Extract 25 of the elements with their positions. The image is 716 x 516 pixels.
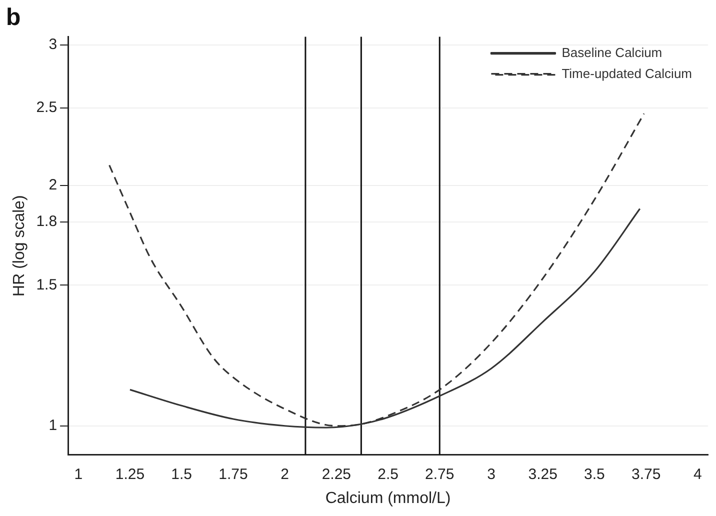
y-axis-title: HR (log scale) [11, 195, 28, 296]
x-tick-label: 2.75 [425, 466, 454, 483]
x-tick-label: 2 [280, 466, 289, 483]
x-tick-label: 2.5 [378, 466, 398, 483]
x-tick-label: 1.5 [171, 466, 192, 483]
x-tick-label: 1.75 [218, 466, 248, 483]
y-tick-label: 3 [48, 36, 58, 53]
x-tick-label: 3.75 [631, 466, 661, 483]
x-tick-label: 1 [74, 466, 83, 483]
legend-label: Baseline Calcium [562, 44, 662, 60]
y-tick-label: 1.5 [36, 276, 58, 294]
y-tick-label: 2.5 [36, 99, 58, 116]
legend-label: Time-updated Calcium [562, 66, 692, 81]
x-tick-label: 3.5 [584, 466, 605, 483]
x-tick-label: 2.25 [322, 466, 352, 483]
x-axis-title: Calcium (mmol/L) [325, 490, 451, 507]
line-series [108, 112, 645, 427]
x-tick-label: 3 [487, 466, 496, 483]
chart-title: b [6, 4, 21, 32]
y-tick-label: 1 [48, 417, 58, 434]
x-tick-label: 1.25 [115, 466, 145, 483]
y-tick-label: 1.8 [36, 213, 58, 230]
x-tick-label: 4 [694, 466, 702, 483]
x-tick-label: 3.25 [528, 466, 558, 483]
y-tick-label: 2 [48, 176, 58, 194]
